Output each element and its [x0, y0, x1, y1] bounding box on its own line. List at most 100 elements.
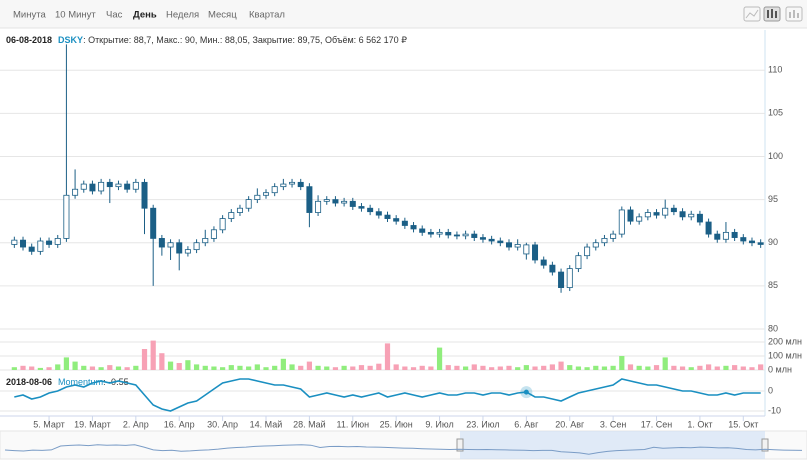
candle-body — [445, 231, 452, 236]
tab[interactable]: День — [133, 10, 157, 21]
tab[interactable]: 10 Минут — [55, 10, 96, 21]
volume-bar — [471, 364, 477, 370]
volume-bar — [289, 364, 295, 370]
candle-body — [471, 233, 478, 238]
candle-body — [20, 239, 27, 248]
candle-body — [124, 183, 131, 190]
tab[interactable]: Минута — [13, 10, 46, 21]
candle-body — [150, 207, 157, 239]
x-tick-label: 9. Июл — [425, 419, 453, 429]
bar-icon[interactable] — [785, 6, 803, 22]
volume-bar — [645, 366, 651, 370]
volume-bar — [428, 366, 434, 370]
candle-body — [505, 242, 512, 248]
candle-body — [297, 181, 304, 188]
volume-bar — [263, 367, 269, 370]
volume-bar — [523, 365, 529, 370]
candle-body — [210, 229, 217, 239]
volume-bar — [480, 365, 486, 370]
volume-bar — [497, 366, 503, 370]
volume-bar — [393, 364, 399, 370]
candle-body — [228, 212, 235, 219]
y-tick-label: 105 — [768, 108, 783, 118]
candle-body — [679, 211, 686, 218]
volume-bar — [350, 366, 356, 370]
volume-bar — [732, 365, 738, 370]
candle-body — [98, 181, 105, 192]
x-tick-label: 11. Июн — [337, 419, 370, 429]
candle-body — [584, 246, 591, 257]
candle-body — [384, 214, 391, 219]
candle-body — [558, 271, 565, 288]
candle-body — [89, 183, 96, 192]
candle-body — [289, 181, 296, 185]
navigator-line — [4, 444, 803, 455]
volume-bar — [185, 360, 191, 370]
tab[interactable]: Месяц — [208, 10, 237, 21]
candle-body — [532, 244, 539, 261]
candle-body — [714, 233, 721, 240]
y-tick-label: 95 — [768, 194, 778, 204]
x-tick-label: 6. Авг — [514, 419, 539, 429]
navigator-handle[interactable] — [761, 438, 769, 452]
volume-bar — [29, 366, 35, 370]
volume-bar — [463, 366, 469, 370]
volume-tick-label: 200 млн — [768, 336, 802, 346]
candle-body — [731, 231, 738, 238]
volume-bar — [37, 367, 43, 370]
y-tick-label: 90 — [768, 237, 778, 247]
candle-body — [592, 242, 599, 248]
candle-body — [358, 206, 365, 209]
info-date: 06-08-2018 DSKY: Открытие: 88,7, Макс.: 9… — [6, 35, 407, 45]
navigator-handle[interactable] — [456, 438, 464, 452]
volume-bar — [159, 353, 165, 370]
momentum-hover-point — [523, 389, 529, 395]
volume-bar — [549, 364, 555, 370]
volume-bar — [46, 367, 52, 370]
candle-body — [349, 200, 356, 207]
x-tick-label: 3. Сен — [600, 419, 627, 429]
candle-body — [653, 212, 660, 216]
x-tick-label: 2. Апр — [123, 419, 149, 429]
momentum-name: Momentum — [58, 377, 103, 387]
line-icon[interactable] — [743, 6, 761, 22]
tab[interactable]: Квартал — [249, 10, 285, 21]
x-tick-label: 30. Апр — [207, 419, 238, 429]
volume-bar — [575, 366, 582, 370]
volume-bar — [532, 366, 538, 370]
volume-bar — [593, 365, 599, 370]
volume-bar — [636, 365, 642, 370]
volume-bar — [697, 365, 703, 370]
candle-body — [72, 188, 79, 196]
candle-body — [315, 200, 322, 213]
volume-bar — [619, 356, 625, 370]
candle-body — [375, 211, 382, 216]
volume-bar — [63, 357, 70, 370]
tab[interactable]: Час — [106, 10, 123, 21]
candle-body — [393, 218, 400, 222]
candle-body — [219, 218, 226, 231]
tab[interactable]: Неделя — [166, 10, 199, 21]
candle-body — [11, 239, 18, 245]
navigator-selection[interactable] — [460, 431, 765, 459]
volume-bar — [506, 365, 512, 370]
volume-bar — [705, 364, 712, 370]
candle-body — [696, 213, 703, 223]
volume-bar — [298, 365, 304, 370]
candle-body — [54, 238, 61, 245]
candle-body — [80, 183, 87, 190]
candle-body — [28, 246, 35, 252]
info-text: : Открытие: 88,7, Макс.: 90, Мин.: 88,05… — [83, 35, 407, 45]
volume-bar — [324, 366, 330, 370]
bar-icon-glyph — [789, 10, 799, 18]
volume-bar — [254, 364, 260, 370]
volume-bar — [280, 358, 286, 370]
volume-bar — [402, 366, 408, 370]
volume-bar — [358, 365, 365, 370]
volume-bar — [176, 363, 182, 370]
line-icon-glyph — [745, 9, 759, 19]
volume-bar — [89, 366, 96, 370]
candle-body — [618, 209, 625, 235]
candle-body — [202, 238, 209, 244]
